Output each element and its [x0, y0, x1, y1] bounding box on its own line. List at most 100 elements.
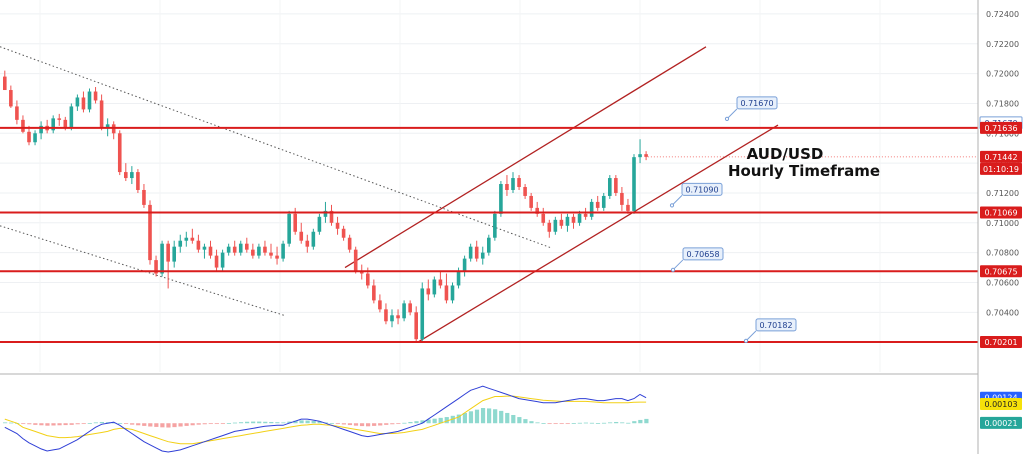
macd-histogram-bar	[117, 423, 123, 424]
candle-body	[456, 270, 461, 286]
candle-body	[638, 154, 642, 158]
candle-body	[450, 285, 455, 301]
axis-background	[978, 0, 1024, 454]
candle-body	[27, 131, 31, 143]
macd-histogram-bar	[359, 423, 365, 427]
price-tag-label: 0.71069	[984, 209, 1017, 218]
candle-body	[614, 178, 618, 193]
candle-body	[154, 260, 158, 274]
candle-body	[190, 237, 195, 241]
macd-histogram-bar	[136, 423, 141, 426]
candle-body	[81, 97, 86, 110]
y-tick-label: 0.71000	[986, 219, 1019, 228]
macd-histogram-bar	[190, 423, 195, 426]
candle-body	[414, 312, 418, 340]
macd-histogram-bar	[499, 410, 504, 424]
macd-histogram-bar	[160, 423, 165, 428]
y-tick-label: 0.72400	[986, 10, 1019, 19]
candle-body	[257, 246, 261, 256]
candle-body	[245, 243, 249, 250]
price-tag-label: 0.71442	[984, 153, 1017, 162]
candle-body	[99, 100, 104, 128]
candle-body	[432, 279, 437, 295]
candle-body	[353, 249, 358, 271]
macd-histogram-bar	[372, 423, 377, 426]
candle-body	[480, 252, 485, 259]
price-tag-label: 0.71636	[984, 124, 1017, 133]
macd-histogram-bar	[390, 423, 395, 425]
macd-histogram-bar	[251, 421, 256, 424]
candle-body	[420, 288, 425, 340]
macd-histogram-bar	[426, 419, 431, 424]
macd-histogram-bar	[148, 423, 153, 427]
candle-body	[493, 213, 497, 238]
candle-body	[335, 222, 340, 229]
candle-body	[511, 178, 515, 190]
title-block: AUD/USD Hourly Timeframe	[728, 145, 880, 180]
macd-histogram-bar	[184, 423, 189, 426]
macd-histogram-bar	[154, 423, 159, 427]
macd-histogram-bar	[493, 409, 498, 424]
macd-histogram-bar	[601, 422, 607, 424]
macd-histogram-bar	[595, 423, 601, 424]
candle-body	[438, 279, 443, 286]
macd-histogram-bar	[589, 422, 595, 424]
candle-body	[87, 91, 92, 110]
macd-histogram-bar	[293, 420, 298, 424]
candle-body	[329, 210, 334, 223]
macd-histogram-bar	[21, 423, 26, 425]
macd-line	[4, 385, 647, 453]
grid-layer	[0, 0, 978, 372]
macd-histogram-bar	[474, 409, 480, 424]
macd-histogram-bar	[39, 423, 44, 426]
callout-box	[736, 96, 778, 110]
price-tag	[980, 206, 1022, 219]
macd-histogram-bar	[523, 419, 528, 424]
macd-histogram-bar	[299, 420, 304, 424]
candle-body	[226, 246, 231, 253]
macd-histogram-bar	[202, 423, 207, 425]
macd-histogram-bar	[263, 421, 268, 424]
candle-body	[51, 118, 55, 131]
candle-body	[644, 154, 648, 157]
callout-pointer	[672, 259, 684, 271]
macd-histogram-bar	[33, 423, 38, 425]
macd-histogram-bar	[565, 423, 570, 425]
candle-body	[75, 97, 80, 107]
y-tick-label: 0.70800	[986, 249, 1019, 258]
macd-histogram-bar	[378, 423, 383, 426]
chart-title: AUD/USD	[747, 145, 824, 163]
candle-body	[148, 204, 152, 261]
callout-pointer	[745, 330, 757, 342]
candle-body	[571, 216, 576, 223]
price-axis[interactable]: 0.724000.722000.720000.718000.716000.714…	[977, 0, 1024, 454]
candle-body	[523, 187, 527, 196]
macd-histogram-bar	[257, 421, 262, 424]
candle-body	[269, 252, 273, 256]
candle-body	[93, 91, 98, 101]
trendline-layer	[0, 46, 779, 343]
candle-body	[541, 213, 546, 223]
y-tick-label: 0.72000	[986, 70, 1019, 79]
candle-body	[468, 246, 473, 259]
candle-body	[595, 201, 600, 208]
candle-body	[601, 195, 606, 208]
y-tick-label: 0.72200	[986, 40, 1019, 49]
macd-histogram-bar	[45, 423, 50, 426]
macd-histogram-bar	[245, 421, 250, 424]
macd-histogram-bar	[226, 423, 232, 424]
candle-body	[184, 237, 189, 241]
candle-layer	[3, 70, 648, 343]
macd-histogram-bar	[130, 423, 135, 425]
macd-histogram-bar	[3, 422, 8, 424]
macd-histogram-bar	[583, 422, 588, 424]
macd-signal-line	[4, 395, 647, 445]
candle-body	[202, 246, 207, 250]
candle-body	[305, 240, 310, 247]
macd-histogram-bar	[208, 423, 213, 425]
candle-body	[341, 228, 346, 238]
candle-body	[626, 204, 630, 211]
callout-anchor	[724, 116, 730, 121]
macd-pane	[0, 373, 1024, 453]
